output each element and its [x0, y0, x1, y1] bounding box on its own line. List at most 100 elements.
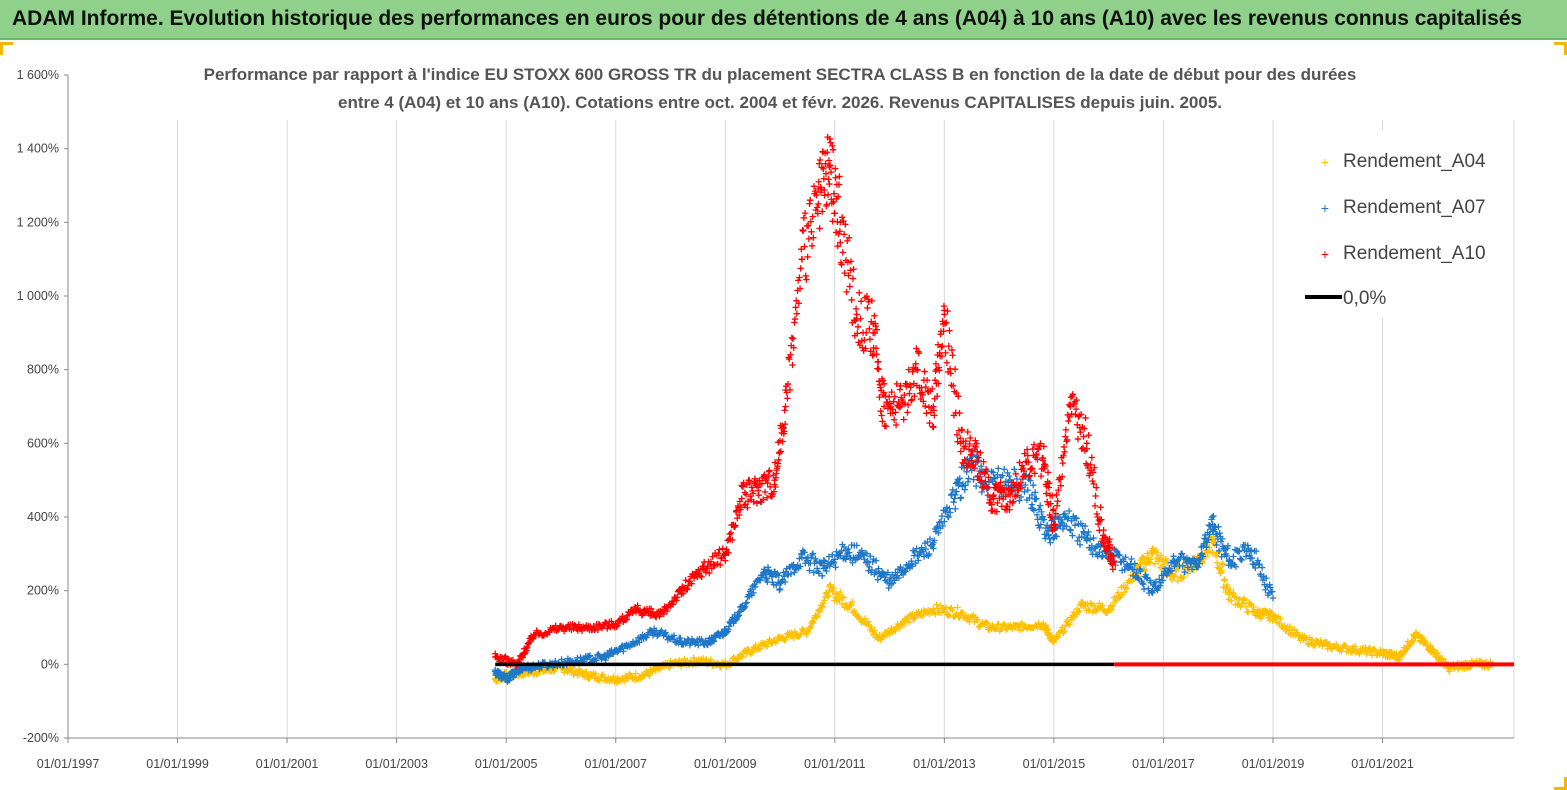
scatter-point — [1121, 588, 1128, 596]
scatter-point — [1043, 498, 1051, 505]
scatter-point — [825, 176, 832, 183]
scatter-point — [978, 463, 985, 470]
data-point — [886, 580, 893, 587]
scatter-point — [949, 606, 956, 614]
scatter-point — [864, 304, 871, 312]
scatter-point — [982, 618, 990, 626]
scatter-point — [797, 563, 804, 570]
scatter-point — [849, 559, 856, 566]
scatter-point — [900, 621, 908, 629]
scatter-point — [1262, 586, 1269, 594]
scatter-point — [1078, 533, 1085, 541]
data-point — [1297, 635, 1304, 642]
scatter-point — [946, 327, 953, 334]
scatter-point — [781, 407, 788, 414]
data-point — [722, 627, 729, 635]
scatter-point — [1200, 540, 1208, 547]
scatter-point — [1072, 405, 1080, 413]
scatter-point — [962, 437, 970, 445]
y-tick-label-5: 800% — [27, 363, 59, 377]
scatter-point — [643, 634, 650, 641]
scatter-point — [1037, 440, 1044, 447]
scatter-point — [931, 376, 939, 384]
scatter-point — [1266, 581, 1273, 588]
scatter-point — [848, 296, 855, 304]
scatter-point — [1047, 539, 1054, 546]
scatter-point — [837, 239, 844, 246]
x-tick-label-6: 01/01/2009 — [694, 757, 757, 771]
scatter-point — [825, 553, 833, 560]
corner-mark-bottom-right — [1554, 777, 1567, 790]
scatter-point — [796, 274, 803, 281]
scatter-point — [879, 418, 886, 425]
scatter-point — [1083, 445, 1090, 453]
scatter-point — [949, 352, 956, 359]
scatter-point — [586, 652, 594, 659]
scatter-point — [990, 469, 997, 476]
scatter-point — [1024, 452, 1031, 459]
scatter-point — [853, 542, 860, 549]
scatter-point — [1050, 506, 1057, 513]
scatter-point — [952, 505, 959, 513]
data-point — [869, 329, 877, 337]
scatter-point — [674, 594, 681, 601]
scatter-point — [1244, 542, 1251, 549]
scatter-point — [1143, 574, 1150, 581]
data-point — [820, 565, 828, 572]
scatter-point — [928, 385, 936, 393]
scatter-point — [856, 289, 863, 297]
scatter-point — [842, 221, 849, 228]
scatter-point — [1163, 571, 1171, 579]
y-tick-label-2: 200% — [27, 584, 59, 598]
scatter-point — [895, 574, 903, 582]
scatter-point — [847, 267, 854, 274]
data-point — [952, 491, 959, 499]
scatter-point — [1100, 539, 1107, 546]
scatter-point — [1168, 567, 1176, 574]
scatter-point — [890, 398, 897, 405]
scatter-point — [1068, 616, 1076, 623]
scatter-point — [1037, 521, 1045, 528]
scatter-point — [1092, 492, 1099, 500]
scatter-point — [800, 227, 807, 235]
scatter-point — [1238, 556, 1246, 564]
scatter-point — [882, 423, 890, 430]
scatter-point — [962, 482, 969, 489]
scatter-point — [735, 511, 743, 519]
scatter-point — [938, 512, 946, 520]
scatter-point — [868, 297, 876, 305]
scatter-point — [1030, 481, 1037, 489]
y-tick-label-9: 1 600% — [17, 68, 59, 82]
scatter-point — [833, 548, 840, 555]
scatter-point — [1085, 528, 1092, 536]
y-tick-label-3: 400% — [27, 510, 59, 524]
scatter-point — [1029, 465, 1036, 472]
data-point — [585, 624, 592, 631]
scatter-point — [690, 574, 698, 582]
scatter-point — [835, 181, 843, 188]
scatter-point — [1016, 497, 1023, 504]
scatter-point — [1101, 542, 1108, 549]
scatter-point — [706, 569, 713, 577]
scatter-point — [534, 671, 541, 678]
scatter-point — [984, 491, 992, 499]
scatter-point — [1030, 507, 1038, 514]
data-point — [612, 620, 619, 628]
scatter-point — [1156, 556, 1163, 563]
scatter-point — [1001, 486, 1008, 494]
scatter-point — [901, 400, 909, 408]
x-tick-label-2: 01/01/2001 — [256, 757, 319, 771]
scatter-point — [732, 522, 739, 529]
scatter-point — [814, 612, 821, 620]
scatter-point — [845, 549, 853, 556]
data-point — [974, 458, 981, 465]
data-point — [771, 476, 778, 484]
scatter-point — [1087, 546, 1095, 554]
scatter-point — [1017, 485, 1024, 492]
data-point — [804, 627, 811, 635]
data-point — [1209, 521, 1216, 528]
scatter-point — [1233, 594, 1240, 602]
scatter-point — [1091, 502, 1099, 510]
scatter-point — [873, 351, 880, 358]
scatter-point — [1239, 600, 1247, 607]
